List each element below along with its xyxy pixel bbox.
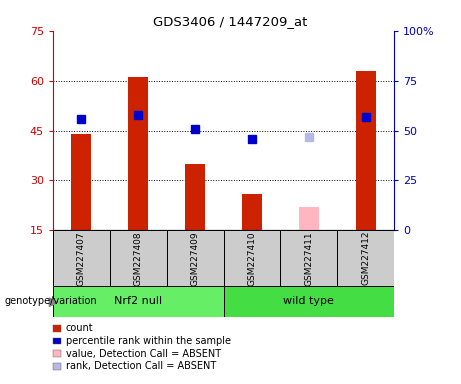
Bar <box>299 207 319 230</box>
Bar <box>224 286 394 317</box>
Bar <box>53 230 110 286</box>
Text: rank, Detection Call = ABSENT: rank, Detection Call = ABSENT <box>66 361 216 371</box>
Bar <box>280 230 337 286</box>
Bar <box>224 230 280 286</box>
Bar <box>337 230 394 286</box>
Text: GSM227409: GSM227409 <box>191 231 200 286</box>
Text: GSM227411: GSM227411 <box>304 231 313 286</box>
Bar <box>110 230 167 286</box>
Bar <box>185 164 205 230</box>
Text: GSM227412: GSM227412 <box>361 231 370 285</box>
Bar <box>356 71 376 230</box>
Text: GSM227408: GSM227408 <box>134 231 143 286</box>
Bar <box>167 230 224 286</box>
Text: wild type: wild type <box>284 296 334 306</box>
Text: Nrf2 null: Nrf2 null <box>114 296 162 306</box>
Bar <box>53 286 224 317</box>
Text: count: count <box>66 323 94 333</box>
Text: percentile rank within the sample: percentile rank within the sample <box>66 336 231 346</box>
Bar <box>71 134 91 230</box>
Text: genotype/variation: genotype/variation <box>5 296 97 306</box>
Text: value, Detection Call = ABSENT: value, Detection Call = ABSENT <box>66 349 221 359</box>
Bar <box>128 77 148 230</box>
Text: GDS3406 / 1447209_at: GDS3406 / 1447209_at <box>154 15 307 28</box>
Text: GSM227410: GSM227410 <box>248 231 256 286</box>
Bar <box>242 194 262 230</box>
FancyArrow shape <box>49 298 58 306</box>
Text: GSM227407: GSM227407 <box>77 231 86 286</box>
